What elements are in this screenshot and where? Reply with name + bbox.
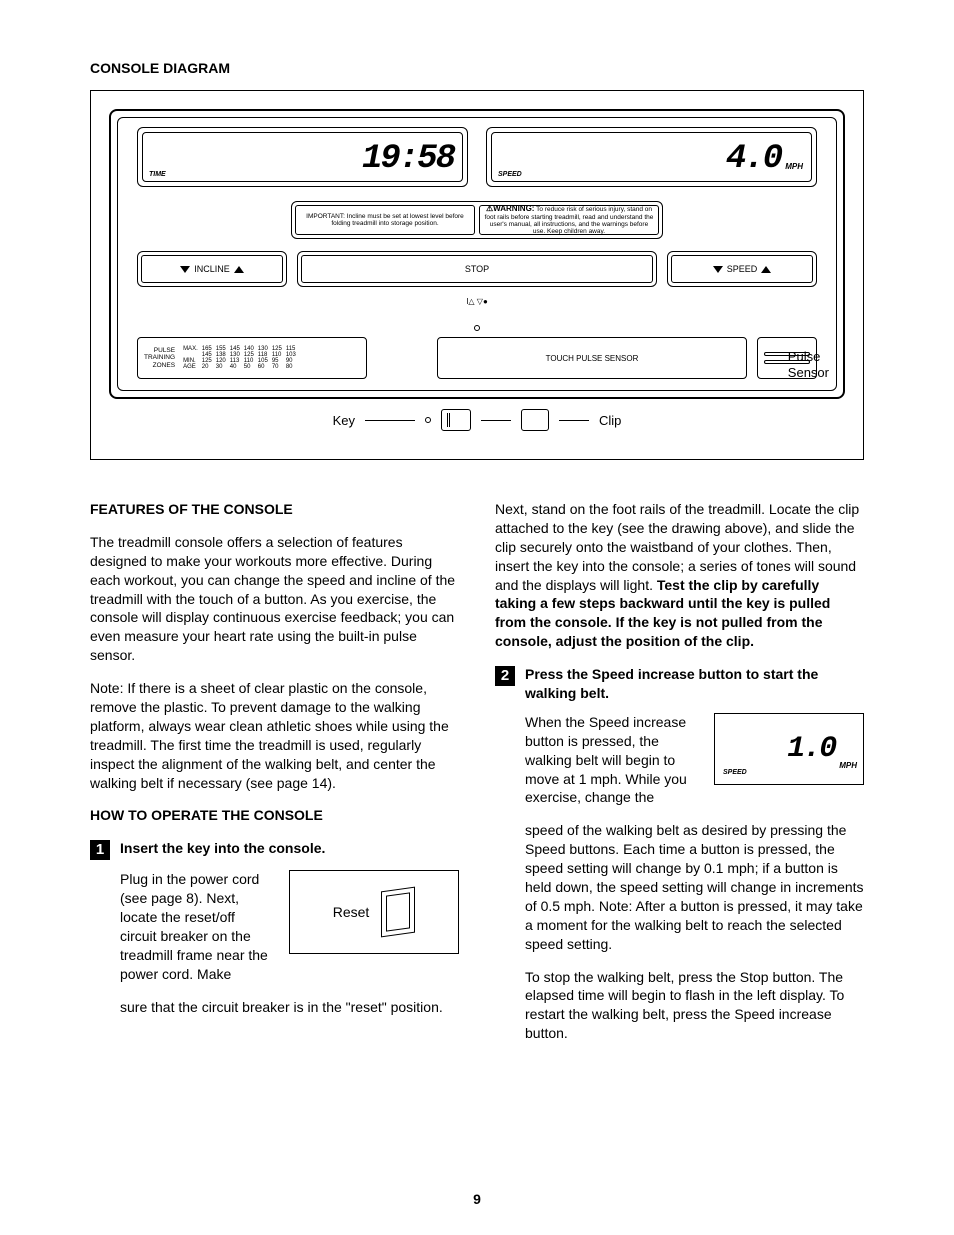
page-number: 9	[0, 1191, 954, 1207]
step-2-paragraph-b: speed of the walking belt as desired by …	[525, 821, 864, 953]
pulse-zones-table: PULSE TRAINING ZONES MAX.165155145140130…	[137, 337, 367, 379]
heading-console-diagram: CONSOLE DIAGRAM	[90, 60, 864, 76]
triangle-down-icon	[713, 266, 723, 273]
console-diagram: 19:58 TIME 4.0 MPH SPEED IMPORTANT: Incl…	[90, 90, 864, 460]
speed-inset-unit: MPH	[839, 761, 857, 772]
step-number-2: 2	[495, 666, 515, 686]
lcd-speed-group: 4.0 MPH SPEED	[486, 127, 817, 187]
step-1-paragraph-a: Plug in the power cord (see page 8). Nex…	[120, 870, 275, 983]
step-1-title: Insert the key into the console.	[120, 839, 325, 860]
speed-button: SPEED	[671, 255, 813, 283]
triangle-up-icon	[761, 266, 771, 273]
features-paragraph-1: The treadmill console offers a selection…	[90, 533, 459, 665]
touch-pulse-sensor: TOUCH PULSE SENSOR	[437, 337, 747, 379]
callout-key: Key	[333, 413, 355, 428]
lcd-speed-unit: MPH	[785, 162, 803, 171]
right-paragraph-1: Next, stand on the foot rails of the tre…	[495, 500, 864, 651]
heading-operate: HOW TO OPERATE THE CONSOLE	[90, 806, 459, 825]
features-paragraph-2: Note: If there is a sheet of clear plast…	[90, 679, 459, 792]
callout-clip: Clip	[599, 413, 621, 428]
step-2-paragraph-a: When the Speed increase button is presse…	[525, 713, 700, 807]
stop-button: STOP	[301, 255, 653, 283]
tiny-icons: I△ ▽●	[91, 297, 863, 306]
speed-inset-diagram: 1.0 MPH SPEED	[714, 713, 864, 785]
lcd-speed-value: 4.0	[726, 140, 781, 178]
warning-notice: ⚠WARNING: To reduce risk of serious inju…	[479, 205, 659, 235]
lcd-time-label: TIME	[149, 171, 166, 178]
step-2-paragraph-c: To stop the walking belt, press the Stop…	[525, 968, 864, 1044]
incline-button: INCLINE	[141, 255, 283, 283]
important-notice: IMPORTANT: Incline must be set at lowest…	[295, 205, 475, 235]
speed-inset-label: SPEED	[723, 768, 747, 777]
lcd-speed-label: SPEED	[498, 171, 522, 178]
triangle-down-icon	[180, 266, 190, 273]
lcd-time-value: 19:58	[362, 140, 454, 178]
reset-switch-icon	[381, 887, 415, 938]
triangle-up-icon	[234, 266, 244, 273]
step-2-title: Press the Speed increase button to start…	[525, 665, 864, 703]
reset-diagram: Reset	[289, 870, 459, 954]
speed-inset-value: 1.0	[787, 729, 835, 770]
reset-label: Reset	[333, 903, 370, 922]
callout-pulse-sensor: Pulse Sensor	[788, 349, 829, 380]
key-icon	[441, 409, 471, 431]
lcd-time-group: 19:58 TIME	[137, 127, 468, 187]
pin-icon	[474, 325, 480, 331]
heading-features: FEATURES OF THE CONSOLE	[90, 500, 459, 519]
step-number-1: 1	[90, 840, 110, 860]
step-1-paragraph-b: sure that the circuit breaker is in the …	[120, 998, 459, 1017]
clip-icon	[521, 409, 549, 431]
